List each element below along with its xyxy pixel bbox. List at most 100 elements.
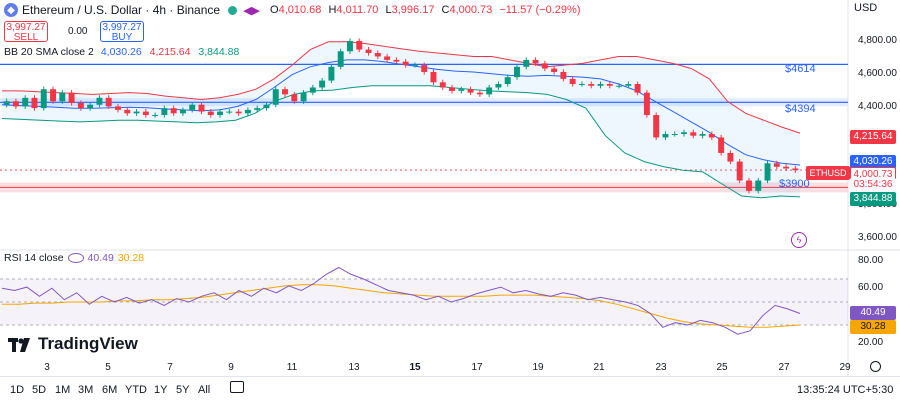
rsi-legend[interactable]: RSI 14 close 40.49 30.28 bbox=[4, 252, 144, 264]
time-tick: 3 bbox=[44, 362, 50, 373]
candle-body bbox=[12, 101, 19, 107]
period-6m[interactable]: 6M bbox=[102, 384, 118, 396]
bollinger-bands bbox=[1, 41, 801, 199]
candle-body bbox=[87, 104, 94, 109]
candle-body bbox=[578, 84, 585, 86]
rsi-name: RSI 14 close bbox=[4, 252, 64, 264]
candle-body bbox=[374, 53, 381, 57]
candle-body bbox=[291, 94, 298, 102]
time-tick: 9 bbox=[228, 362, 234, 373]
bb-upper-tag: 4,215.64 bbox=[850, 130, 896, 144]
high-value: 4,011.70 bbox=[336, 4, 379, 16]
candle-body bbox=[458, 89, 465, 91]
candle-body bbox=[430, 71, 437, 83]
candle-body bbox=[421, 65, 428, 72]
candle-body bbox=[634, 84, 641, 93]
candle-body bbox=[745, 180, 752, 191]
bar-countdown: 03:54:36 bbox=[850, 178, 896, 192]
candle-body bbox=[124, 109, 131, 114]
visibility-eye-icon[interactable] bbox=[67, 253, 84, 263]
candle-body bbox=[541, 63, 548, 69]
period-5d[interactable]: 5D bbox=[32, 384, 47, 396]
symbol-tag: ETHUSD bbox=[806, 166, 850, 180]
candle-body bbox=[189, 104, 196, 110]
bb-upper-line bbox=[2, 41, 801, 134]
candle-body bbox=[384, 56, 391, 60]
candle-body bbox=[300, 92, 307, 102]
time-tick: 13 bbox=[348, 362, 360, 373]
candle-body bbox=[328, 66, 335, 81]
candle-body bbox=[198, 104, 205, 112]
utc-clock[interactable]: 13:35:24 UTC+5:30 bbox=[797, 384, 894, 396]
symbol-header[interactable]: ◆ Ethereum / U.S. Dollar · 4h · Binance … bbox=[4, 1, 585, 19]
candle-body bbox=[514, 66, 520, 78]
candle-body bbox=[356, 40, 363, 50]
period-5y[interactable]: 5Y bbox=[176, 384, 190, 396]
tradingview-mark-icon bbox=[8, 337, 32, 352]
candle-body bbox=[560, 71, 567, 79]
candle-body bbox=[217, 111, 224, 116]
time-tick: 7 bbox=[167, 362, 173, 373]
candle-body bbox=[235, 111, 242, 114]
candle-body bbox=[133, 111, 140, 114]
bollinger-legend[interactable]: BB 20 SMA close 2 4,030.26 4,215.64 3,84… bbox=[4, 46, 239, 58]
candle-body bbox=[96, 97, 103, 105]
lightning-alert-icon[interactable]: ϟ bbox=[791, 232, 807, 248]
indicator-icon[interactable]: ◀▶ bbox=[243, 4, 261, 17]
candle-body bbox=[40, 89, 47, 109]
period-1d[interactable]: 1D bbox=[10, 384, 25, 396]
bb-lower-line bbox=[1, 85, 801, 199]
buy-button[interactable]: 3,997.27 BUY bbox=[100, 21, 144, 43]
time-tick: 25 bbox=[716, 362, 728, 373]
candle-body bbox=[476, 92, 483, 95]
candle-body bbox=[309, 87, 316, 93]
bb-upper-value: 4,215.64 bbox=[149, 46, 191, 58]
open-value: 4,010.68 bbox=[278, 4, 322, 16]
bb-basis-tag: 4,030.26 bbox=[850, 155, 896, 169]
sell-button[interactable]: 3,997.27 SELL bbox=[4, 21, 48, 43]
rsi-line bbox=[1, 266, 801, 335]
candle-body bbox=[254, 108, 261, 110]
rsi-tick: 80.00 bbox=[858, 255, 884, 266]
tradingview-logo[interactable]: TradingView bbox=[8, 334, 138, 354]
candle-body bbox=[495, 84, 502, 88]
candle-body bbox=[115, 106, 121, 110]
candle-body bbox=[319, 80, 326, 88]
candle-body bbox=[681, 132, 687, 134]
candle-body bbox=[402, 61, 409, 66]
time-tick: 17 bbox=[471, 362, 483, 373]
candle-body bbox=[523, 59, 530, 67]
time-tick: 5 bbox=[105, 362, 111, 373]
level-label-4614: $4614 bbox=[785, 63, 816, 75]
bb-basis-line bbox=[1, 59, 801, 166]
time-tick: 29 bbox=[839, 362, 851, 373]
candle-body bbox=[671, 134, 678, 135]
candle-body bbox=[152, 115, 159, 117]
candle-body bbox=[625, 84, 632, 86]
candle-body bbox=[699, 134, 706, 136]
period-ytd[interactable]: YTD bbox=[125, 384, 147, 396]
calendar-goto-icon[interactable] bbox=[230, 381, 244, 393]
candle-body bbox=[588, 84, 595, 86]
candle-body bbox=[551, 68, 558, 72]
symbol-title[interactable]: Ethereum / U.S. Dollar · 4h · Binance bbox=[22, 3, 221, 17]
candle-body bbox=[77, 102, 84, 109]
level-label-4394: $4394 bbox=[785, 103, 816, 115]
settings-gear-icon[interactable] bbox=[870, 361, 881, 372]
candle-body bbox=[736, 161, 743, 181]
rsi-value: 40.49 bbox=[87, 252, 114, 264]
candle-body bbox=[263, 104, 270, 109]
candle-body bbox=[59, 92, 66, 102]
candle-body bbox=[718, 137, 725, 153]
period-all[interactable]: All bbox=[198, 384, 211, 396]
period-1m[interactable]: 1M bbox=[55, 384, 71, 396]
close-value: 4,000.73 bbox=[449, 4, 493, 16]
currency-selector[interactable]: USD bbox=[854, 2, 878, 14]
rsi-tag: 40.49 bbox=[850, 306, 896, 320]
candle-body bbox=[504, 77, 511, 85]
ethereum-logo-icon: ◆ bbox=[4, 3, 18, 17]
period-3m[interactable]: 3M bbox=[78, 384, 94, 396]
period-1y[interactable]: 1Y bbox=[154, 384, 168, 396]
candle-body bbox=[50, 89, 57, 102]
